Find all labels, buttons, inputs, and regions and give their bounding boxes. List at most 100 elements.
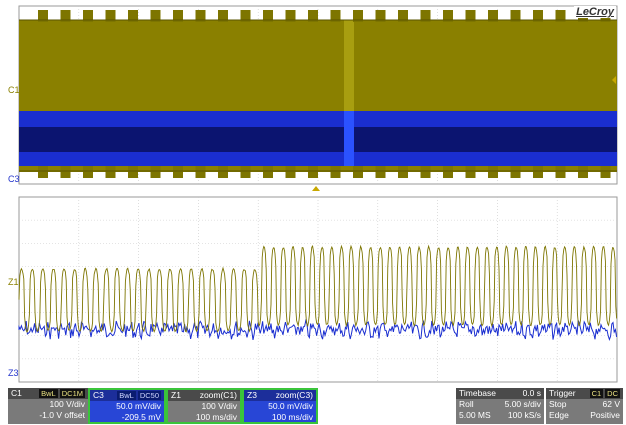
c3-offset: -209.5 mV xyxy=(121,412,161,422)
z3-name: Z3 xyxy=(247,390,257,400)
z3-title: zoom(C3) xyxy=(275,390,313,400)
ch3-envelope-core xyxy=(19,127,617,152)
z1-name: Z1 xyxy=(171,390,181,400)
ch1-burst-top xyxy=(308,10,318,22)
ch1-burst-bottom xyxy=(600,166,611,178)
c3-coupling-tag: DC50 xyxy=(137,391,161,400)
ch1-burst-top xyxy=(150,10,161,22)
ch1-burst-bottom xyxy=(353,166,363,178)
ch3-zoom-trace xyxy=(18,318,618,342)
c3-name: C3 xyxy=(93,390,104,400)
ch1-burst-bottom xyxy=(195,166,206,178)
ch1-burst-top xyxy=(60,10,71,22)
ch1-burst-top xyxy=(510,10,521,22)
c3-scale: 50.0 mV/div xyxy=(116,401,161,411)
ch1-burst-bottom xyxy=(218,166,228,178)
ch1-burst-bottom xyxy=(420,166,431,178)
ch1-burst-top xyxy=(375,10,386,22)
ch1-burst-top xyxy=(465,10,476,22)
timebase-title: Timebase xyxy=(459,388,497,398)
timebase-mode: Roll xyxy=(459,399,474,409)
z1-timebase: 100 ms/div xyxy=(195,412,237,422)
ch1-burst-top xyxy=(128,10,138,22)
ch1-burst-bottom xyxy=(578,166,588,178)
timebase-per-div: 5.00 s/div xyxy=(504,399,541,409)
ch1-burst-bottom xyxy=(60,166,71,178)
ch1-burst-bottom xyxy=(83,166,93,178)
zoom-z1-panel[interactable]: Z1 zoom(C1) 100 V/div 100 ms/div xyxy=(166,388,242,424)
channel-c1-panel[interactable]: C1 BwL DC1M 100 V/div -1.0 V offset xyxy=(8,388,88,424)
trigger-slope: Positive xyxy=(590,410,620,420)
ch1-burst-bottom xyxy=(105,166,116,178)
trigger-level-marker xyxy=(612,76,616,84)
ch1-burst-top xyxy=(173,10,183,22)
ch1-burst-top xyxy=(555,10,566,22)
ch1-burst-bottom xyxy=(510,166,521,178)
bottom-z3-marker[interactable]: Z3 xyxy=(8,368,19,378)
ch1-burst-top xyxy=(240,10,251,22)
ch1-burst-bottom xyxy=(285,166,296,178)
z3-timebase: 100 ms/div xyxy=(271,412,313,422)
bottom-z1-marker[interactable]: Z1 xyxy=(8,277,19,287)
c1-bwl-tag: BwL xyxy=(39,389,58,398)
ch1-burst-bottom xyxy=(398,166,408,178)
ch1-burst-top xyxy=(398,10,408,22)
ch1-burst-top xyxy=(533,10,543,22)
ch1-burst-top xyxy=(330,10,341,22)
ch1-burst-top xyxy=(218,10,228,22)
trigger-panel[interactable]: Trigger C1 DC Stop 62 V Edge Positive xyxy=(546,388,623,424)
ch1-burst-top xyxy=(488,10,498,22)
ch1-burst-top xyxy=(420,10,431,22)
ch3-bright-segment xyxy=(344,111,354,166)
c1-scale: 100 V/div xyxy=(49,399,85,409)
ch1-burst-bottom xyxy=(330,166,341,178)
c1-coupling-tag: DC1M xyxy=(59,389,85,398)
ch1-burst-bottom xyxy=(128,166,138,178)
top-ch1-marker[interactable]: C1 xyxy=(8,85,20,95)
z1-title: zoom(C1) xyxy=(199,390,237,400)
ch1-burst-bottom xyxy=(443,166,453,178)
ch1-burst-top xyxy=(195,10,206,22)
z1-scale: 100 V/div xyxy=(201,401,237,411)
c3-bwl-tag: BwL xyxy=(117,391,136,400)
ch1-burst-top xyxy=(353,10,363,22)
trigger-source-tag: C1 xyxy=(589,389,604,398)
timebase-delay: 0.0 s xyxy=(522,388,541,398)
trigger-level: 62 V xyxy=(602,399,621,409)
ch1-burst-bottom xyxy=(308,166,318,178)
ch1-zoom-trace xyxy=(18,244,618,334)
trigger-state: Stop xyxy=(549,399,567,409)
ch1-burst-top xyxy=(105,10,116,22)
waveform-area xyxy=(18,5,618,383)
zoom-z3-panel[interactable]: Z3 zoom(C3) 50.0 mV/div 100 ms/div xyxy=(242,388,318,424)
ch1-bright-segment xyxy=(344,20,354,111)
timebase-samples: 5.00 MS xyxy=(459,410,491,420)
ch1-burst-top xyxy=(443,10,453,22)
timebase-panel[interactable]: Timebase 0.0 s Roll 5.00 s/div 5.00 MS 1… xyxy=(456,388,544,424)
ch1-burst-top xyxy=(285,10,296,22)
z3-scale: 50.0 mV/div xyxy=(268,401,313,411)
ch1-burst-bottom xyxy=(150,166,161,178)
ch1-burst-bottom xyxy=(173,166,183,178)
timebase-rate: 100 kS/s xyxy=(507,410,541,420)
trigger-title: Trigger xyxy=(549,388,576,398)
ch1-burst-bottom xyxy=(263,166,273,178)
ch1-burst-top xyxy=(83,10,93,22)
top-ch3-marker[interactable]: C3 xyxy=(8,174,20,184)
ch1-burst-bottom xyxy=(38,166,48,178)
ch1-burst-bottom xyxy=(488,166,498,178)
ch1-burst-bottom xyxy=(555,166,566,178)
ch1-burst-bottom xyxy=(240,166,251,178)
ch1-burst-bottom xyxy=(465,166,476,178)
channel-c3-panel[interactable]: C3 BwL DC50 50.0 mV/div -209.5 mV xyxy=(88,388,166,424)
trigger-type: Edge xyxy=(549,410,569,420)
ch1-burst-top xyxy=(263,10,273,22)
brand-logo: LeCroy xyxy=(574,6,616,18)
trigger-position-marker xyxy=(312,186,320,191)
c1-offset: -1.0 V offset xyxy=(39,410,85,420)
ch1-burst-bottom xyxy=(375,166,386,178)
trigger-coupling-tag: DC xyxy=(605,389,620,398)
c1-name: C1 xyxy=(11,388,22,398)
ch1-burst-top xyxy=(38,10,48,22)
